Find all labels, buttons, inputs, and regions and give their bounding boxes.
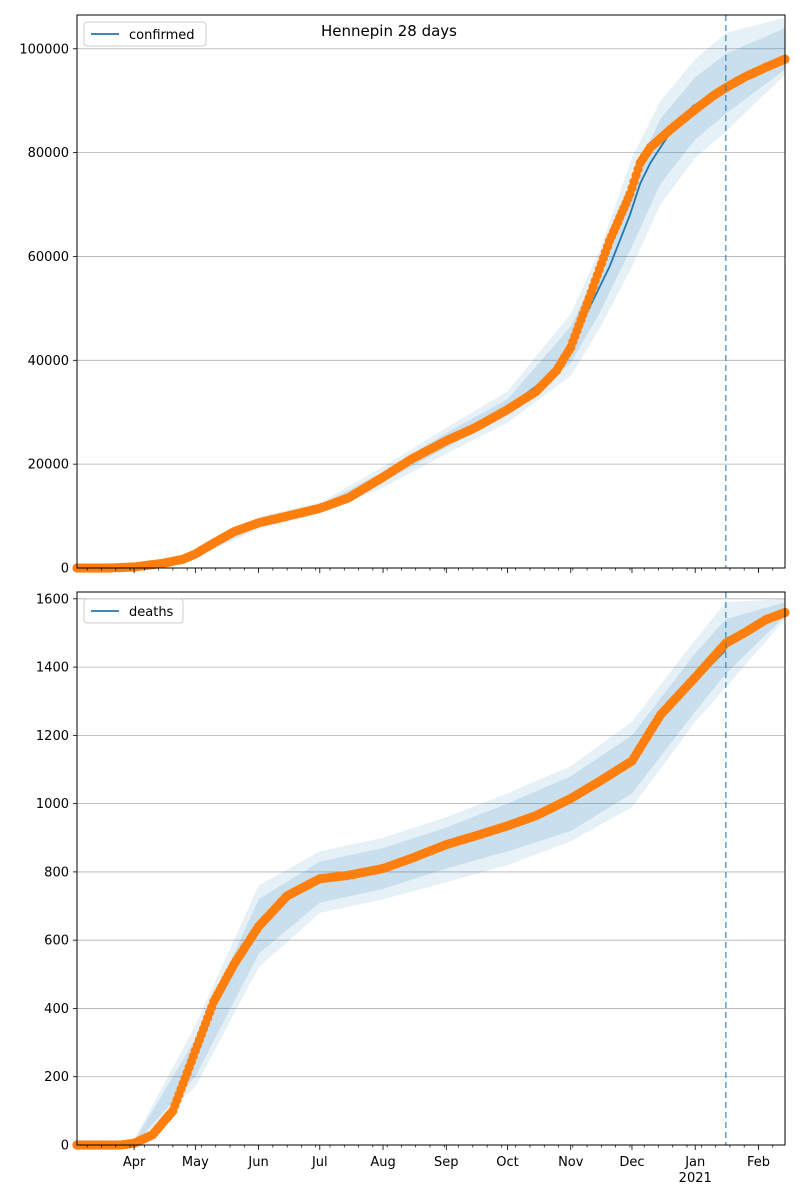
uncertainty-band	[77, 598, 785, 1145]
axes-frame	[76, 591, 786, 1146]
uncertainty-band	[77, 28, 785, 568]
legend: confirmed	[83, 21, 207, 47]
y-tick-label: 800	[44, 865, 69, 880]
y-tick-label: 20000	[28, 458, 69, 473]
x-tick-label: Jan	[684, 1155, 705, 1170]
x-tick-label: Dec	[619, 1155, 644, 1170]
y-tick-label: 600	[44, 934, 69, 949]
x-tick-label: May	[182, 1155, 209, 1170]
observed-series	[72, 607, 790, 1150]
uncertainty-band	[77, 17, 785, 569]
x-tick-label: Aug	[370, 1155, 395, 1170]
x-tick-label: Oct	[496, 1155, 518, 1170]
y-tick-label: 200	[44, 1070, 69, 1085]
axes-frame	[76, 14, 786, 569]
legend-label: confirmed	[129, 28, 195, 43]
x-tick-label: Apr	[123, 1155, 146, 1170]
legend-label: deaths	[129, 605, 174, 620]
y-tick-label: 0	[61, 562, 69, 577]
x-tick-label: Jul	[311, 1155, 328, 1170]
y-tick-label: 1600	[36, 592, 69, 607]
x-tick-label: Feb	[747, 1155, 770, 1170]
deaths-panel: 0 200 400 600 800 1000 1200 1400 1600 Apr May Jun Ju…	[36, 591, 790, 1186]
legend-box	[83, 598, 184, 624]
chart-title: Hennepin 28 days	[321, 22, 457, 40]
confirmed-panel: 0 20000 40000 60000 80000 100000 Hennepin 28 d…	[19, 14, 790, 577]
x-tick-label: Jun	[247, 1155, 268, 1170]
x-year-label: 2021	[679, 1171, 712, 1186]
y-tick-label: 40000	[28, 354, 69, 369]
y-tick-label: 60000	[28, 250, 69, 265]
y-tick-label: 1200	[36, 729, 69, 744]
legend-box	[83, 21, 207, 47]
y-tick-label: 0	[61, 1139, 69, 1154]
y-tick-label: 80000	[28, 146, 69, 161]
y-tick-label: 400	[44, 1002, 69, 1017]
y-tick-label: 100000	[19, 42, 69, 57]
y-tick-label: 1400	[36, 661, 69, 676]
legend: deaths	[83, 598, 184, 624]
y-tick-label: 1000	[36, 797, 69, 812]
x-tick-label: Sep	[434, 1155, 459, 1170]
x-tick-label: Nov	[558, 1155, 584, 1170]
model-line	[77, 86, 727, 569]
